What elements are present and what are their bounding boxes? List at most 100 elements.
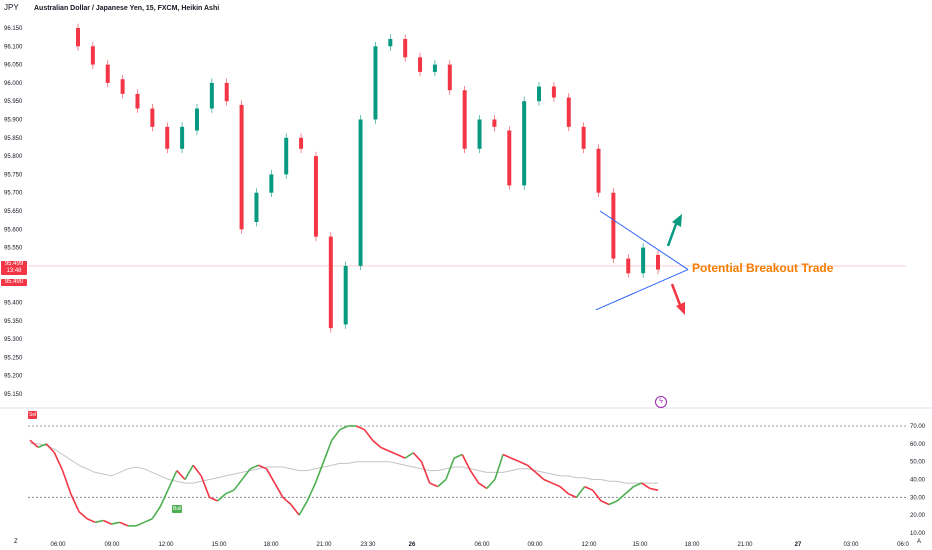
osc-main-segment — [535, 471, 545, 481]
osc-main-segment — [306, 482, 317, 502]
lightning-icon[interactable]: ϟ — [655, 396, 667, 408]
osc-main-segment — [461, 454, 472, 471]
candle-body — [358, 119, 363, 266]
osc-main-segment — [575, 486, 586, 498]
osc-main-segment — [143, 518, 153, 524]
osc-tick-label: 30.00 — [910, 495, 926, 501]
osc-main-segment — [592, 489, 602, 502]
zoom-icon[interactable]: Z — [14, 539, 18, 545]
osc-main-segment — [469, 470, 480, 484]
osc-main-segment — [119, 521, 129, 527]
price-tick-label: 95.600 — [4, 227, 23, 233]
osc-main-segment — [624, 486, 635, 495]
candle-body — [596, 148, 601, 193]
candle-body — [165, 126, 170, 149]
osc-main-segment — [551, 482, 561, 488]
osc-main-segment — [225, 489, 235, 495]
time-tick-label: 21:00 — [316, 542, 332, 548]
price-tick-label: 95.900 — [4, 118, 23, 124]
bull-signal-label: Bull — [172, 505, 183, 513]
osc-main-segment — [233, 479, 243, 491]
time-tick-label: 27 — [795, 542, 802, 548]
candle-body — [209, 82, 214, 109]
price-tick-label: 95.150 — [4, 392, 23, 398]
candle-body — [611, 192, 616, 259]
price-tick-label: 95.650 — [4, 209, 23, 215]
candle-body — [120, 79, 125, 94]
osc-main-segment — [445, 457, 455, 480]
candle-body — [537, 86, 542, 102]
candle-body — [656, 254, 660, 270]
osc-main-segment — [608, 500, 618, 506]
candle-body — [641, 247, 646, 274]
candle-body — [551, 86, 556, 98]
osc-main-segment — [282, 496, 292, 506]
triangle-lower-line — [595, 269, 689, 311]
osc-main-segment — [633, 482, 643, 488]
candle-body — [462, 90, 467, 149]
osc-main-segment — [584, 485, 594, 491]
triangle-pattern — [595, 210, 689, 311]
osc-main-segment — [159, 488, 170, 507]
time-tick-label: 23:30 — [360, 542, 376, 548]
time-tick-label: 06:00 — [50, 542, 66, 548]
osc-main-segment — [339, 425, 349, 431]
time-tick-label: 12:00 — [581, 542, 597, 548]
osc-main-segment — [265, 468, 276, 484]
osc-main-segment — [45, 443, 56, 454]
price-tick-label: 95.800 — [4, 154, 23, 160]
price-tick-label: 95.700 — [4, 191, 23, 197]
price-tick-label: 95.250 — [4, 355, 23, 361]
candles[interactable] — [76, 23, 660, 333]
oscillator-axis[interactable]: 70.00 60.00 50.00 40.00 30.00 20.00 10.00 — [910, 424, 926, 537]
osc-main-segment — [388, 450, 398, 456]
osc-main-segment — [167, 470, 178, 489]
osc-main-segment — [103, 519, 112, 525]
symbol-label[interactable]: JPY — [4, 3, 19, 12]
osc-main-segment — [86, 518, 96, 524]
price-tick-label: 96.100 — [4, 44, 23, 50]
price-tick-label: 96.050 — [4, 63, 23, 69]
osc-main-segment — [331, 429, 341, 441]
arrow-up-icon — [672, 214, 682, 227]
sell-signal-label: Sel — [28, 411, 38, 419]
osc-tick-label: 50.00 — [910, 460, 926, 466]
osc-main-segment — [494, 454, 504, 480]
time-tick-label: 09:00 — [527, 542, 543, 548]
osc-main-segment — [437, 478, 447, 488]
close-price-tag: 95.490 — [1, 279, 27, 286]
price-tick-label: 95.300 — [4, 337, 23, 343]
candle-body — [328, 236, 333, 329]
candle-body — [477, 119, 482, 149]
candle-body — [284, 137, 289, 175]
arrow-up-shaft — [666, 223, 678, 247]
osc-main-segment — [372, 439, 382, 449]
osc-main-segment — [478, 482, 488, 490]
osc-main-segment — [396, 453, 406, 459]
candle-body — [135, 93, 140, 109]
osc-main-segment — [559, 486, 569, 495]
price-axis[interactable]: 96.150 96.100 96.050 96.000 95.950 95.900 95.8… — [4, 26, 23, 398]
candle-body — [507, 130, 512, 186]
osc-main-segment — [176, 470, 186, 481]
osc-main-segment — [649, 487, 659, 491]
triangle-upper-line — [599, 210, 689, 270]
breakout-annotation: Potential Breakout Trade — [692, 261, 834, 275]
arrow-down-icon — [676, 302, 685, 315]
price-tick-label: 95.400 — [4, 301, 23, 307]
osc-main-segment — [192, 464, 202, 477]
osc-main-segment — [61, 470, 72, 495]
time-tick-label: 06:0 — [897, 542, 909, 548]
auto-scale-button[interactable]: A — [917, 539, 922, 545]
price-tick-label: 95.950 — [4, 99, 23, 105]
breakout-arrows — [666, 214, 685, 315]
candle-body — [432, 64, 437, 72]
osc-main-segment — [355, 425, 365, 431]
price-tick-label: 95.350 — [4, 319, 23, 325]
time-axis[interactable]: 06:00 09:00 12:00 15:00 18:00 21:00 23:30 26 06:… — [50, 542, 909, 548]
osc-main-segment — [486, 478, 496, 489]
current-price-value: 95.499 — [4, 261, 24, 267]
osc-main-segment — [616, 493, 626, 502]
candle-body — [566, 97, 571, 127]
